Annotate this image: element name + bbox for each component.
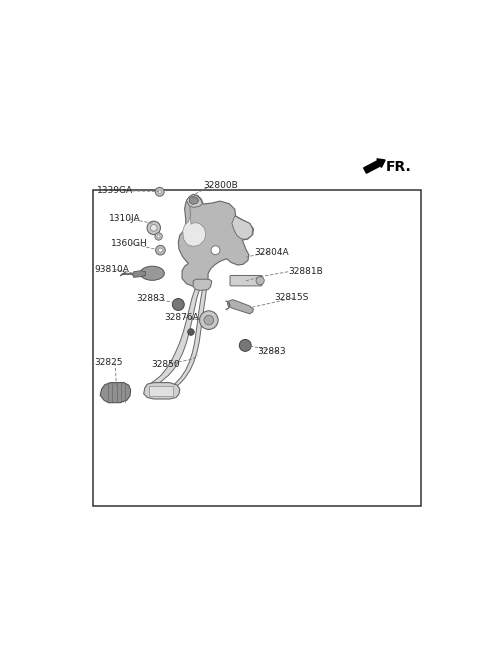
Circle shape <box>155 188 164 196</box>
Polygon shape <box>178 194 253 287</box>
Polygon shape <box>193 279 212 291</box>
Text: 1339GA: 1339GA <box>96 186 132 195</box>
Text: 93810A: 93810A <box>94 265 129 274</box>
Circle shape <box>156 245 165 255</box>
Bar <box>149 386 173 396</box>
Polygon shape <box>172 285 207 386</box>
Circle shape <box>240 339 251 352</box>
Polygon shape <box>132 271 145 277</box>
Text: 32883: 32883 <box>136 295 165 304</box>
Text: 32800B: 32800B <box>203 181 238 190</box>
Text: FR.: FR. <box>385 160 411 174</box>
Circle shape <box>204 316 214 325</box>
Circle shape <box>158 190 162 194</box>
Circle shape <box>211 246 220 255</box>
Bar <box>94 190 421 506</box>
Polygon shape <box>150 285 202 384</box>
Text: 32815S: 32815S <box>274 293 308 302</box>
Polygon shape <box>190 196 199 205</box>
Text: 32881B: 32881B <box>289 267 324 276</box>
Text: 32883: 32883 <box>257 347 286 356</box>
Circle shape <box>188 329 194 335</box>
Text: 32804A: 32804A <box>254 248 289 257</box>
Circle shape <box>172 298 184 310</box>
Polygon shape <box>183 205 206 247</box>
FancyBboxPatch shape <box>230 276 262 286</box>
Circle shape <box>155 233 162 240</box>
Circle shape <box>147 221 160 235</box>
Polygon shape <box>144 382 180 399</box>
Text: 1360GH: 1360GH <box>111 239 148 248</box>
Polygon shape <box>228 300 253 314</box>
Circle shape <box>157 235 160 238</box>
Polygon shape <box>232 216 252 239</box>
Ellipse shape <box>140 266 164 280</box>
Circle shape <box>158 249 162 252</box>
Text: 32850: 32850 <box>151 359 180 369</box>
Text: 32876A: 32876A <box>164 313 199 321</box>
Polygon shape <box>186 194 203 207</box>
Polygon shape <box>100 382 131 403</box>
Circle shape <box>200 311 218 329</box>
Text: 1310JA: 1310JA <box>109 215 141 224</box>
Circle shape <box>256 277 264 285</box>
FancyArrow shape <box>364 159 385 173</box>
Circle shape <box>150 224 157 231</box>
Text: 32825: 32825 <box>95 358 123 367</box>
